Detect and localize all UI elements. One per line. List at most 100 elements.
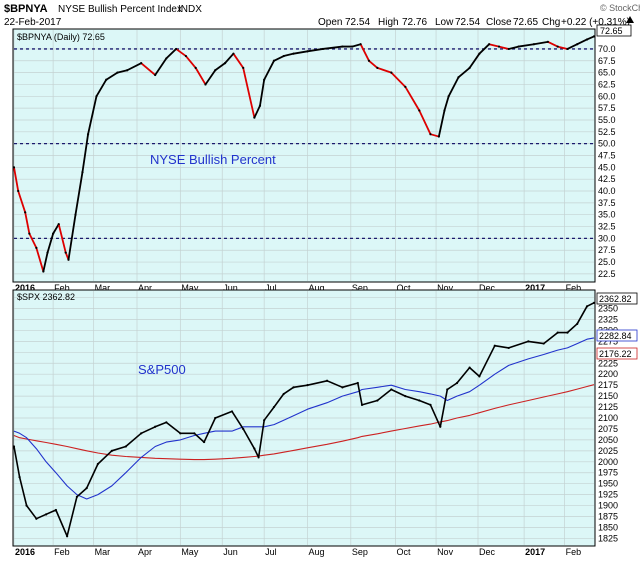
x-tick-label: May <box>181 283 199 293</box>
spx-point <box>272 405 276 409</box>
bullish-percent-point <box>165 57 168 60</box>
bullish-percent-segment <box>126 62 143 72</box>
bullish-percent-segment <box>24 211 31 235</box>
spx-point <box>306 384 309 387</box>
ohlc-open-value: 72.54 <box>345 17 370 28</box>
bullish-percent-point <box>351 45 354 48</box>
bullish-percent-segment <box>175 48 187 57</box>
y-tick-label: 35.0 <box>598 210 616 220</box>
x-tick-label: Oct <box>397 283 412 293</box>
spx-point <box>35 517 38 520</box>
bullish-percent-point <box>74 213 77 216</box>
bullish-percent-segment <box>165 48 178 60</box>
bullish-percent-segment <box>17 190 27 214</box>
ma50-line <box>13 337 595 500</box>
x-tick-label: Dec <box>479 283 496 293</box>
spx-point <box>356 381 359 385</box>
chart-name: NYSE Bullish Percent Index <box>58 4 182 15</box>
bullish-percent-segment <box>35 246 45 273</box>
bullish-percent-point <box>457 76 460 79</box>
y-tick-label: 37.5 <box>598 198 616 208</box>
bullish-percent-point <box>126 69 129 72</box>
bullish-percent-segment <box>273 55 285 62</box>
y-tick-label: 2350 <box>598 304 618 314</box>
x-tick-label: Aug <box>308 283 324 293</box>
spx-point <box>493 344 496 347</box>
spx-point <box>140 432 143 435</box>
spx-gridlines <box>13 291 594 545</box>
spx-point <box>585 305 589 308</box>
x-tick-label: Feb <box>566 547 582 557</box>
bullish-percent-point <box>140 62 143 65</box>
ma200-last-value: 2176.22 <box>599 349 632 359</box>
spx-point <box>263 419 266 422</box>
bullish-percent-segment <box>46 232 55 254</box>
x-tick-label: Nov <box>437 283 454 293</box>
bullish-percent-point <box>447 95 450 98</box>
y-tick-label: 1975 <box>598 468 618 478</box>
bullish-percent-point <box>418 109 421 112</box>
bullish-percent-point <box>64 251 67 254</box>
bullish-percent-segment <box>204 69 217 86</box>
bullish-percent-point <box>116 71 119 74</box>
bullish-percent-x-axis: 2016 Feb Mar Apr May Jun Jul Aug Sep Oct Nov Dec 201… <box>15 283 581 293</box>
spx-point <box>282 392 285 396</box>
spx-point <box>455 381 459 385</box>
y-tick-label: 1825 <box>598 533 618 543</box>
spx-point <box>439 425 442 428</box>
x-tick-label: May <box>181 547 199 557</box>
bullish-percent-segment <box>282 52 295 57</box>
spx-point <box>25 504 28 507</box>
bullish-percent-point <box>507 47 510 51</box>
bullish-percent-segment <box>52 223 60 235</box>
x-tick-label: 2017 <box>525 547 545 557</box>
x-tick-label: 2016 <box>15 283 35 293</box>
bullish-percent-segment <box>13 166 20 192</box>
spx-last-value-badge: 2362.82 <box>596 292 638 305</box>
x-tick-label: Apr <box>138 547 152 557</box>
bullish-percent-point <box>404 85 407 88</box>
bullish-percent-point <box>359 43 362 46</box>
bullish-percent-point <box>67 258 70 261</box>
bullish-percent-segment <box>517 43 535 48</box>
ohlc-low-label: Low <box>435 17 454 28</box>
spx-point <box>341 386 344 389</box>
y-tick-label: 57.5 <box>598 103 616 113</box>
spx-point <box>124 445 127 448</box>
bullish-percent-segment <box>576 38 588 46</box>
bullish-percent-point <box>556 45 559 48</box>
bullish-percent-y-axis: 22.5 25.0 27.5 30.032.5 35.0 37.5 40.0 42.5 45.0… <box>598 44 616 279</box>
bullish-percent-segment <box>74 171 84 216</box>
bullish-percent-point <box>282 54 285 58</box>
spx-point <box>110 449 113 452</box>
y-tick-label: 1900 <box>598 501 618 511</box>
y-tick-label: 2325 <box>598 314 618 324</box>
bullish-percent-point <box>576 43 579 46</box>
spx-point <box>325 379 329 382</box>
bullish-percent-point <box>204 83 207 86</box>
bullish-percent-segment <box>586 35 595 41</box>
ohlc-open-label: Open <box>318 17 342 28</box>
bullish-percent-segment <box>116 69 129 74</box>
bullish-percent-point <box>253 116 256 119</box>
bullish-percent-point <box>52 232 55 235</box>
chart-exchange: INDX <box>178 4 202 15</box>
ma50-last-value-badge: 2282.84 <box>596 329 638 342</box>
y-tick-label: 1925 <box>598 490 618 500</box>
spx-point <box>257 456 260 459</box>
y-tick-label: 27.5 <box>598 245 616 255</box>
bullish-percent-segment <box>533 40 549 46</box>
chart-date: 22-Feb-2017 <box>4 17 62 28</box>
x-tick-label: Jul <box>265 283 277 293</box>
x-tick-label: Oct <box>397 547 412 557</box>
bullish-percent-point <box>546 40 549 43</box>
spx-point <box>12 445 16 448</box>
spx-point <box>54 508 58 512</box>
bullish-percent-point <box>566 47 569 51</box>
x-tick-label: Aug <box>308 547 324 557</box>
bullish-percent-point <box>24 211 27 214</box>
spx-point <box>360 403 364 406</box>
bullish-percent-segment <box>87 95 98 136</box>
bullish-percent-point <box>86 133 90 136</box>
